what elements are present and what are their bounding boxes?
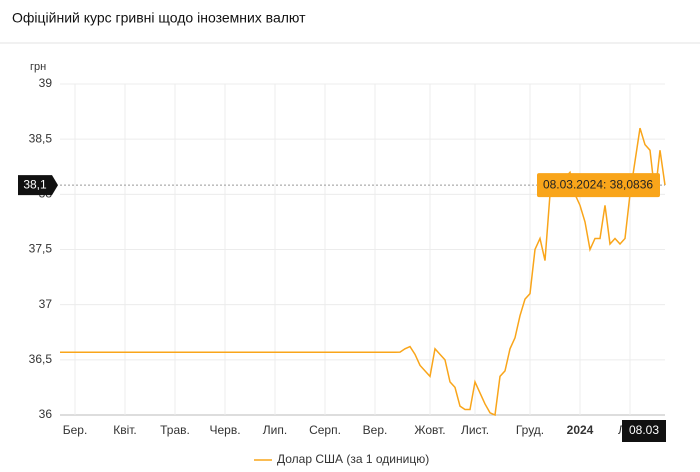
chart-title: Офіційний курс гривні щодо іноземних вал…: [12, 10, 306, 26]
x-tick-label: Бер.: [63, 423, 88, 437]
tooltip-box: [537, 173, 660, 198]
x-tick-label: Груд.: [516, 423, 544, 437]
crosshair-label: 38,1: [23, 177, 47, 191]
x-tick-label: Жовт.: [414, 423, 445, 437]
x-tick-label: Лист.: [461, 423, 489, 437]
x-tick-label: Вер.: [363, 423, 388, 437]
date-badge: [622, 420, 666, 442]
y-tick-label: 38,5: [29, 131, 53, 145]
y-tick-label: 37: [39, 297, 53, 311]
legend-label: Долар США (за 1 одиницю): [277, 452, 429, 466]
x-tick-label: Квіт.: [113, 423, 137, 437]
crosshair-badge: [18, 175, 58, 196]
y-axis-label: грн: [30, 61, 46, 73]
y-tick-label: 39: [39, 76, 53, 90]
date-label: 08.03: [629, 423, 659, 437]
y-tick-label: 36,5: [29, 352, 53, 366]
x-tick-label: Лип.: [263, 423, 287, 437]
x-tick-label: Серп.: [309, 423, 341, 437]
x-tick-label: Черв.: [209, 423, 240, 437]
tooltip: 08.03.2024: 38,0836: [543, 177, 653, 191]
x-tick-label: Трав.: [160, 423, 190, 437]
line-series: [60, 127, 666, 417]
y-tick-label: 37,5: [29, 242, 53, 256]
y-tick-label: 36: [39, 407, 53, 421]
x-tick-label: 2024: [567, 423, 594, 437]
